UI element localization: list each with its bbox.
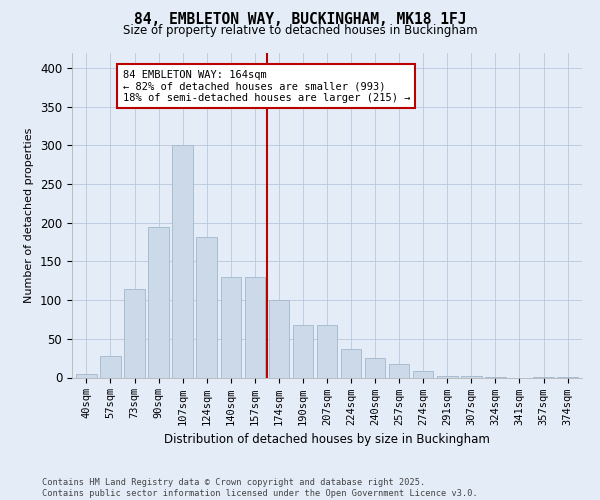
X-axis label: Distribution of detached houses by size in Buckingham: Distribution of detached houses by size … [164, 433, 490, 446]
Bar [293, 325, 313, 378]
Text: Contains HM Land Registry data © Crown copyright and database right 2025.
Contai: Contains HM Land Registry data © Crown c… [42, 478, 478, 498]
Bar [245, 277, 265, 378]
Text: 84 EMBLETON WAY: 164sqm
← 82% of detached houses are smaller (993)
18% of semi-d: 84 EMBLETON WAY: 164sqm ← 82% of detache… [122, 70, 410, 102]
Bar [341, 349, 361, 378]
Bar [124, 288, 145, 378]
Bar [148, 226, 169, 378]
Y-axis label: Number of detached properties: Number of detached properties [25, 128, 34, 302]
Bar [76, 374, 97, 378]
Bar [461, 376, 482, 378]
Bar [221, 277, 241, 378]
Bar [317, 325, 337, 378]
Bar [557, 376, 578, 378]
Bar [389, 364, 409, 378]
Bar [269, 300, 289, 378]
Text: Size of property relative to detached houses in Buckingham: Size of property relative to detached ho… [122, 24, 478, 37]
Bar [365, 358, 385, 378]
Bar [533, 376, 554, 378]
Bar [196, 236, 217, 378]
Bar [172, 146, 193, 378]
Bar [485, 376, 506, 378]
Bar [413, 372, 433, 378]
Bar [437, 376, 458, 378]
Bar [100, 356, 121, 378]
Text: 84, EMBLETON WAY, BUCKINGHAM, MK18 1FJ: 84, EMBLETON WAY, BUCKINGHAM, MK18 1FJ [134, 12, 466, 26]
